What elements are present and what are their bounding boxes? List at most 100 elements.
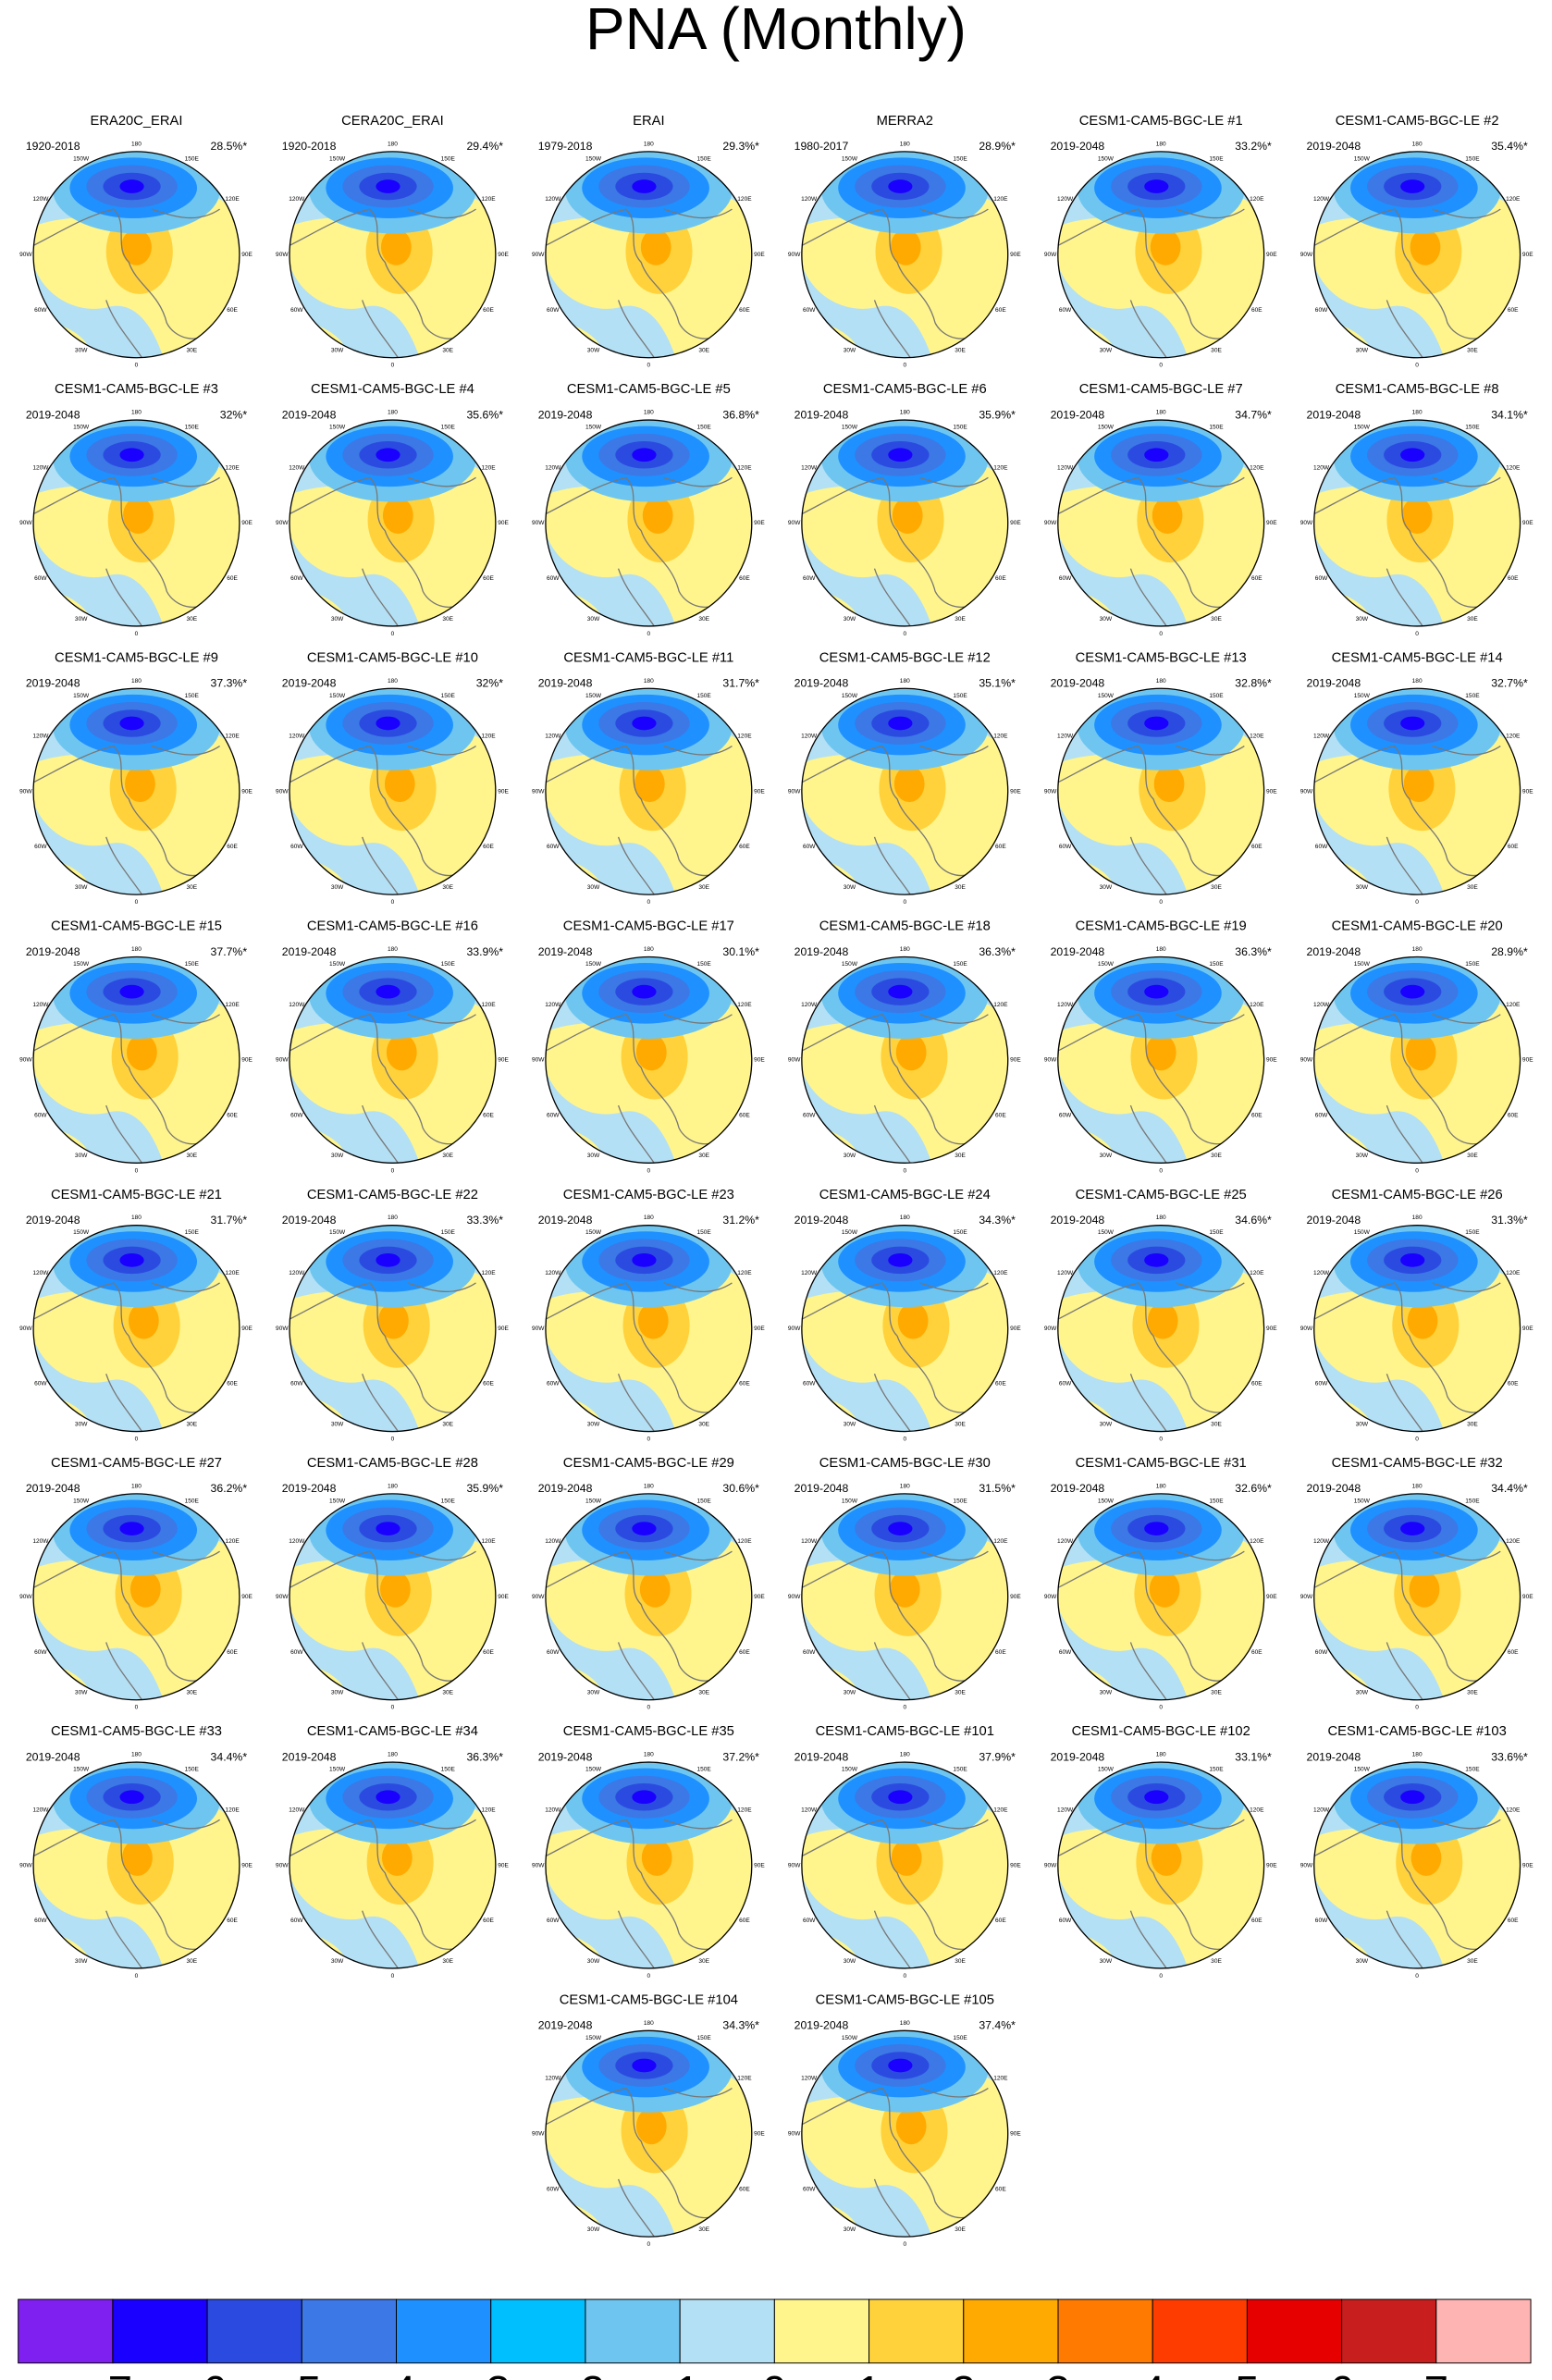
map-panel: CESM1-CAM5-BGC-LE #9 2019-2048 37.3%* 0 30E 6… — [19, 650, 253, 906]
field-high-core — [639, 1571, 671, 1608]
map-panel: CESM1-CAM5-BGC-LE #103 2019-2048 33.6%* 0 30… — [1300, 1724, 1534, 1979]
longitude-label: 90W — [1044, 1326, 1057, 1332]
map-border — [1313, 687, 1521, 895]
colorbar-box — [206, 2299, 302, 2364]
longitude-label: 90E — [1010, 1057, 1021, 1064]
map-border — [1057, 1761, 1265, 1969]
longitude-label: 60E — [483, 1112, 494, 1118]
longitude-label: 30W — [1100, 884, 1113, 891]
longitude-label: 150W — [1354, 1229, 1371, 1236]
colorbar-box — [396, 2299, 492, 2364]
longitude-label: 90W — [788, 1057, 801, 1064]
map-panel: CESM1-CAM5-BGC-LE #29 2019-2048 30.6%* 0 30E… — [532, 1456, 765, 1711]
longitude-label: 180 — [388, 678, 398, 684]
longitude-label: 150E — [1465, 1229, 1480, 1236]
longitude-label: 90E — [1266, 1862, 1277, 1868]
longitude-label: 90W — [1044, 520, 1057, 526]
field-high-core — [1151, 1839, 1182, 1876]
longitude-label: 30W — [75, 1421, 88, 1427]
longitude-label: 30E — [186, 1690, 197, 1696]
colorbar-box — [112, 2299, 208, 2364]
field-low — [632, 179, 657, 193]
longitude-label: 120E — [481, 464, 496, 471]
panel-title: CESM1-CAM5-BGC-LE #13 — [1076, 650, 1247, 665]
colorbar-label: 3 — [1046, 2368, 1070, 2380]
field-low — [888, 1790, 913, 1805]
longitude-label: 90E — [1010, 1326, 1021, 1332]
longitude-label: 60E — [739, 307, 750, 314]
map — [545, 2030, 752, 2238]
longitude-label: 180 — [644, 678, 654, 684]
longitude-label: 120E — [225, 1807, 240, 1813]
map-panel: CESM1-CAM5-BGC-LE #17 2019-2048 30.1%* 0 30E… — [532, 919, 765, 1175]
panel-period: 2019-2048 — [1051, 945, 1105, 958]
map — [1313, 1493, 1521, 1700]
map — [1057, 688, 1264, 895]
longitude-label: 0 — [647, 1973, 651, 1979]
longitude-label: 180 — [131, 1483, 142, 1489]
panel-period: 2019-2048 — [794, 945, 849, 958]
longitude-label: 0 — [1415, 1436, 1419, 1442]
longitude-label: 30E — [955, 1690, 966, 1696]
panel-period: 2019-2048 — [794, 1214, 849, 1227]
longitude-label: 150W — [73, 961, 90, 968]
longitude-label: 150E — [441, 425, 456, 431]
longitude-label: 30E — [442, 1958, 453, 1965]
longitude-label: 120E — [737, 1002, 752, 1008]
coastline — [33, 745, 220, 895]
longitude-label: 0 — [1415, 631, 1419, 637]
longitude-label: 30W — [75, 1958, 88, 1965]
map-panel: ERAI 1979-2018 29.3%* 0 30E 60E 90E 120E 150E 180… — [532, 114, 765, 369]
coastline — [1057, 208, 1245, 358]
longitude-label: 120W — [801, 1807, 818, 1813]
colorbar-box — [301, 2299, 398, 2364]
coastline — [545, 2087, 733, 2238]
longitude-label: 180 — [644, 946, 654, 953]
longitude-label: 120E — [737, 1270, 752, 1276]
field-low — [376, 716, 400, 731]
panel-percent: 35.9%* — [466, 1482, 503, 1495]
longitude-label: 150W — [1354, 693, 1371, 699]
field-high-core — [891, 1839, 922, 1876]
longitude-label: 150W — [842, 155, 858, 162]
longitude-label: 90E — [498, 252, 509, 258]
longitude-label: 30E — [1467, 1958, 1478, 1965]
longitude-label: 120W — [1057, 196, 1074, 203]
panel-period: 2019-2048 — [1051, 677, 1105, 690]
map — [545, 688, 752, 895]
coastline — [545, 1014, 733, 1164]
longitude-label: 150E — [1465, 1767, 1480, 1773]
coastline — [1313, 1819, 1501, 1968]
map-border — [32, 956, 240, 1164]
longitude-label: 60W — [1315, 1918, 1328, 1924]
map-border — [1313, 1225, 1521, 1433]
map-border — [32, 151, 240, 359]
longitude-label: 150E — [1465, 961, 1480, 968]
coastline — [1313, 1550, 1501, 1700]
longitude-label: 30E — [186, 884, 197, 891]
longitude-label: 120W — [801, 1270, 818, 1276]
longitude-label: 0 — [647, 2241, 651, 2248]
field-low — [888, 2058, 913, 2073]
map-border — [801, 2029, 1009, 2238]
field-high-core — [380, 228, 412, 265]
longitude-label: 120E — [481, 734, 496, 740]
panel-period: 2019-2048 — [1307, 408, 1361, 421]
longitude-label: 180 — [131, 1215, 142, 1221]
map — [1057, 151, 1264, 358]
longitude-label: 90E — [1010, 520, 1021, 526]
map-border — [545, 1761, 753, 1969]
longitude-label: 60W — [547, 1381, 560, 1387]
longitude-label: 60W — [290, 844, 303, 850]
map-border — [545, 956, 753, 1164]
panel-percent: 33.2%* — [1235, 140, 1272, 153]
longitude-label: 180 — [131, 1752, 142, 1758]
longitude-label: 150E — [697, 425, 712, 431]
coastline — [33, 208, 220, 358]
colorbar-label: 2 — [952, 2368, 976, 2380]
longitude-label: 90W — [532, 2130, 545, 2137]
longitude-label: 30E — [1467, 1690, 1478, 1696]
coastline — [1313, 476, 1501, 626]
longitude-label: 180 — [131, 678, 142, 684]
map-border — [1313, 151, 1521, 359]
